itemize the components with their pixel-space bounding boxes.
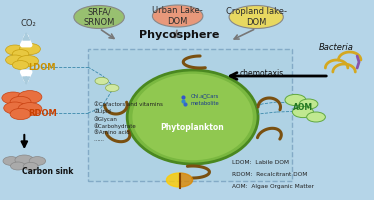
- Circle shape: [18, 103, 42, 115]
- Ellipse shape: [127, 70, 258, 164]
- Circle shape: [105, 84, 119, 92]
- Circle shape: [18, 91, 42, 103]
- Text: Cropland lake-
DOM: Cropland lake- DOM: [226, 7, 287, 27]
- Circle shape: [12, 61, 29, 69]
- Circle shape: [12, 50, 29, 58]
- Text: AOM: AOM: [293, 104, 313, 112]
- Text: Carbon sink: Carbon sink: [22, 168, 74, 176]
- Text: CO₂: CO₂: [20, 20, 36, 28]
- Circle shape: [18, 55, 39, 67]
- Circle shape: [292, 106, 313, 118]
- Circle shape: [29, 157, 46, 165]
- Text: Phycosphere: Phycosphere: [140, 30, 220, 40]
- Circle shape: [23, 162, 38, 170]
- Text: Urban Lake-
DOM: Urban Lake- DOM: [152, 6, 203, 26]
- Text: AOM:  Algae Organic Matter: AOM: Algae Organic Matter: [232, 184, 314, 189]
- Circle shape: [6, 55, 24, 65]
- Circle shape: [299, 99, 318, 109]
- Circle shape: [15, 155, 34, 165]
- Text: chemotaxis: chemotaxis: [240, 68, 284, 77]
- Circle shape: [10, 108, 31, 120]
- Text: RDOM:  Recalcitrant DOM: RDOM: Recalcitrant DOM: [232, 172, 307, 177]
- Ellipse shape: [132, 74, 253, 160]
- Circle shape: [307, 112, 325, 122]
- Ellipse shape: [153, 5, 203, 27]
- Circle shape: [285, 94, 306, 106]
- Polygon shape: [166, 173, 180, 187]
- Text: LDOM:  Labile DOM: LDOM: Labile DOM: [232, 160, 289, 166]
- Text: LDOM: LDOM: [28, 62, 56, 72]
- Text: Chl.a、Cars
metabolite: Chl.a、Cars metabolite: [191, 94, 220, 106]
- Circle shape: [10, 96, 31, 108]
- Circle shape: [2, 92, 24, 104]
- Circle shape: [3, 157, 19, 165]
- Text: Bacteria: Bacteria: [319, 44, 354, 52]
- Bar: [88, 49, 292, 181]
- Text: SRFA/
SRNOM: SRFA/ SRNOM: [83, 7, 115, 27]
- Text: Phytoplankton: Phytoplankton: [161, 123, 224, 132]
- Ellipse shape: [229, 5, 283, 28]
- Ellipse shape: [74, 5, 124, 28]
- Circle shape: [4, 102, 26, 114]
- Circle shape: [6, 45, 24, 55]
- Text: RDOM: RDOM: [28, 108, 57, 117]
- Circle shape: [10, 162, 25, 170]
- Text: ①Cofactors and vitamins
②Lipid
③Glycan
④Carbohydrate
⑤Amino acid
……: ①Cofactors and vitamins ②Lipid ③Glycan ④…: [94, 102, 162, 142]
- Circle shape: [19, 43, 40, 55]
- Circle shape: [95, 77, 108, 85]
- Polygon shape: [180, 173, 193, 187]
